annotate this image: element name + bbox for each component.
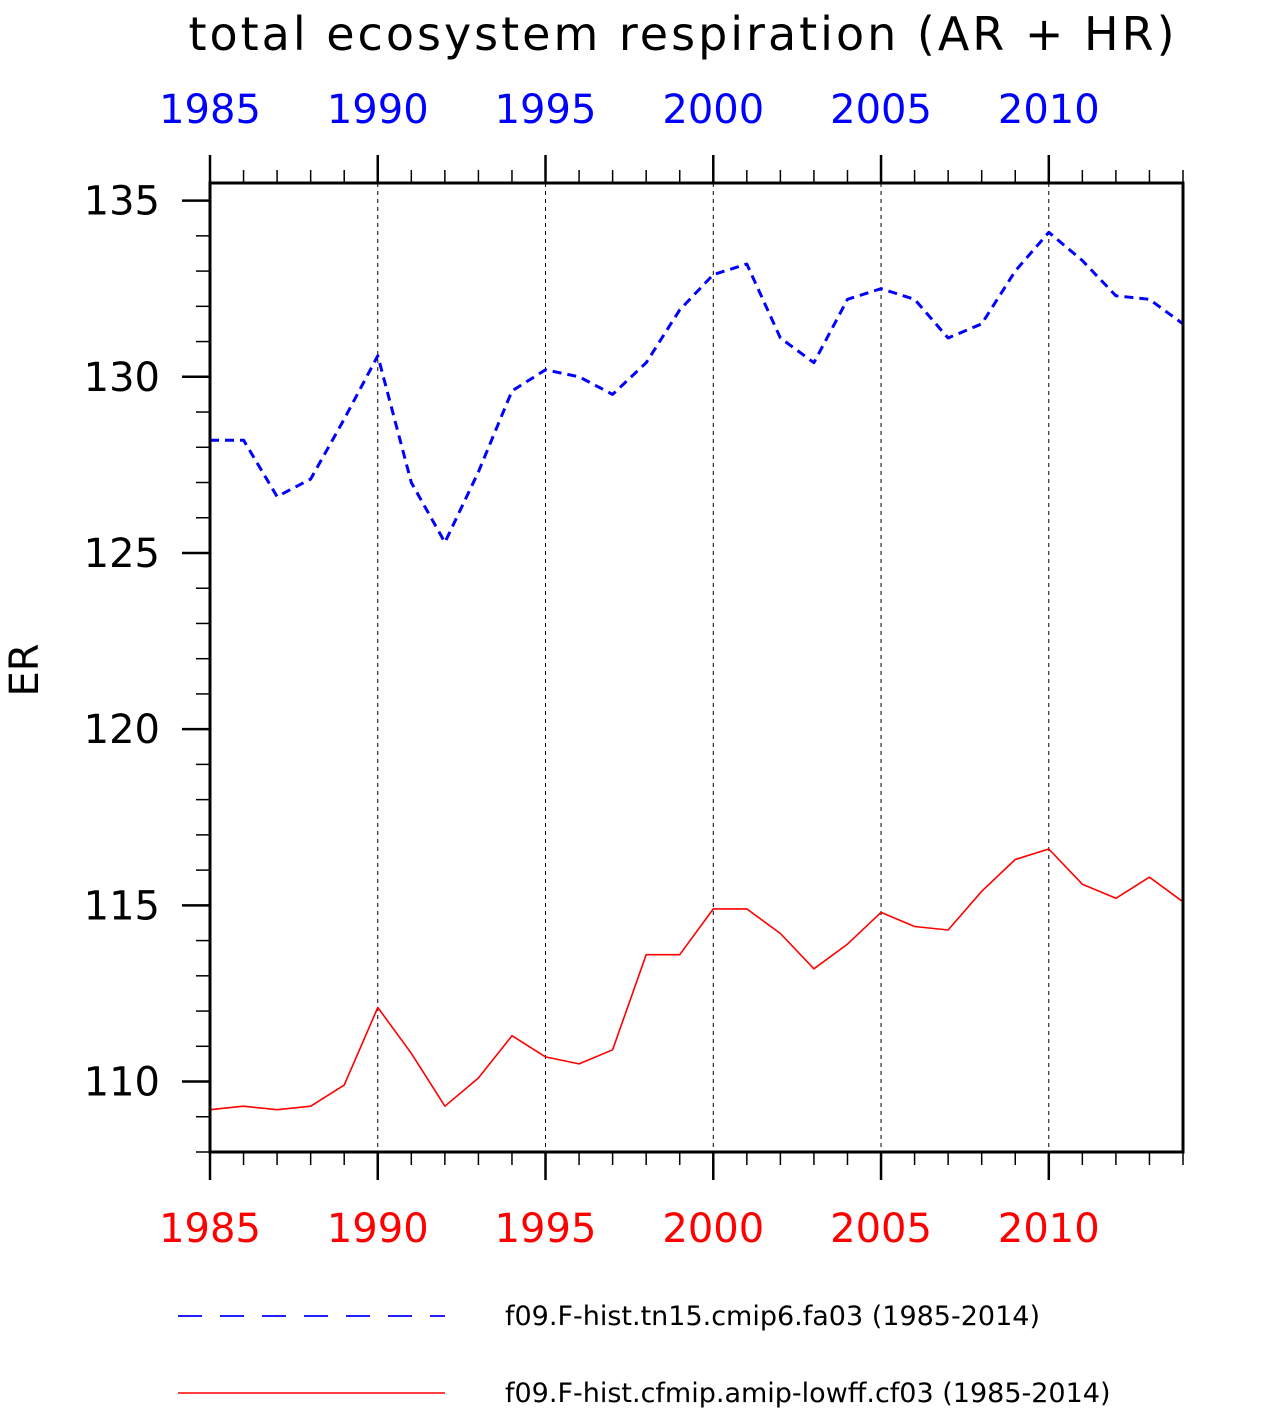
x-tick-label-top-1990: 1990	[327, 87, 429, 133]
series-1-point-2004	[847, 299, 848, 300]
series-2-point-1988	[310, 1106, 311, 1107]
series-2-point-2004	[847, 944, 848, 945]
series-1-point-1987	[277, 496, 278, 497]
series-1-point-2011	[1082, 260, 1083, 261]
y-tick-label-120: 120	[84, 707, 160, 753]
series-1-point-2002	[780, 337, 781, 338]
series-2-point-1994	[511, 1035, 512, 1036]
x-tick-label-bottom-1990: 1990	[327, 1206, 429, 1252]
series-1-point-2012	[1115, 295, 1116, 296]
series-1-point-2006	[914, 299, 915, 300]
legend-label-2: f09.F-hist.cfmip.amip-lowff.cf03 (1985-2…	[505, 1378, 1110, 1409]
y-tick-label-110: 110	[84, 1060, 160, 1106]
series-1-point-2007	[948, 337, 949, 338]
series-1-point-2000	[713, 274, 714, 275]
x-tick-label-top-2010: 2010	[998, 87, 1100, 133]
plot-frame	[208, 181, 1185, 1154]
series-line-2	[209, 848, 1184, 1111]
series-2-point-1997	[612, 1049, 613, 1050]
series-1-point-2010	[1048, 232, 1049, 233]
series-2-point-2001	[746, 908, 747, 909]
series-2-point-2005	[880, 912, 881, 913]
series-2-point-1999	[679, 954, 680, 955]
y-tick-label-125: 125	[84, 531, 160, 577]
series-1-point-1988	[310, 478, 311, 479]
x-tick-label-top-2005: 2005	[830, 87, 932, 133]
series-2-point-2010	[1048, 848, 1049, 849]
y-tick-label-135: 135	[84, 179, 160, 225]
series-1-point-1989	[344, 418, 345, 419]
series-2-point-1992	[444, 1106, 445, 1107]
series-2-point-1986	[243, 1106, 244, 1107]
series-2-point-2008	[981, 891, 982, 892]
series-2-point-1995	[545, 1056, 546, 1057]
series-2-point-1987	[277, 1109, 278, 1110]
x-tick-label-top-1985: 1985	[159, 87, 261, 133]
series-2-point-1998	[646, 954, 647, 955]
series-2-point-2011	[1082, 884, 1083, 885]
series-2-point-2000	[713, 908, 714, 909]
vertical-gridlines	[377, 183, 1050, 1152]
series-2-point-2009	[1015, 859, 1016, 860]
legend: f09.F-hist.tn15.cmip6.fa03 (1985-2014) f0…	[178, 1301, 1110, 1409]
series-2-point-2003	[813, 968, 814, 969]
series-1-point-2008	[981, 323, 982, 324]
y-tick-label-115: 115	[84, 883, 160, 929]
x-tick-label-bottom-2005: 2005	[830, 1206, 932, 1252]
x-tick-label-top-2000: 2000	[662, 87, 764, 133]
series-1-point-2003	[813, 362, 814, 363]
axes: 110 115 120 125 130 135 1985 1985 1990 1990 1995 19…	[84, 87, 1185, 1252]
series-1-point-1993	[478, 471, 479, 472]
series-2-point-2006	[914, 926, 915, 927]
series-2-point-2012	[1115, 898, 1116, 899]
chart-title: total ecosystem respiration (AR + HR)	[188, 7, 1177, 61]
series-2-point-2007	[948, 929, 949, 930]
legend-label-1: f09.F-hist.tn15.cmip6.fa03 (1985-2014)	[505, 1301, 1040, 1332]
x-tick-label-bottom-2000: 2000	[662, 1206, 764, 1252]
y-axis-label: ER	[2, 643, 48, 696]
series-1-point-1994	[511, 390, 512, 391]
x-tick-label-bottom-2010: 2010	[998, 1206, 1100, 1252]
series-1-point-2001	[746, 263, 747, 264]
series-1-point-1997	[612, 394, 613, 395]
series-1-point-1992	[444, 542, 445, 543]
series-1-point-1998	[646, 362, 647, 363]
y-tick-label-130: 130	[84, 355, 160, 401]
series-2-point-1991	[411, 1053, 412, 1054]
series-1-point-2013	[1149, 299, 1150, 300]
series-1-point-1986	[243, 440, 244, 441]
series-2-point-1996	[578, 1063, 579, 1064]
series-1-point-1990	[377, 355, 378, 356]
series-1-point-2009	[1015, 270, 1016, 271]
series-1-point-2005	[880, 288, 881, 289]
series-2-point-2013	[1149, 877, 1150, 878]
x-tick-label-bottom-1985: 1985	[159, 1206, 261, 1252]
series-2-point-1993	[478, 1077, 479, 1078]
series-2-point-1990	[377, 1007, 378, 1008]
series-1-point-1995	[545, 369, 546, 370]
series-line-1	[210, 230, 1184, 544]
series-layer	[209, 230, 1184, 1111]
series-2-point-1989	[344, 1084, 345, 1085]
series-1-point-1996	[578, 376, 579, 377]
series-2-point-2002	[780, 933, 781, 934]
series-1-point-1999	[679, 309, 680, 310]
x-tick-label-top-1995: 1995	[495, 87, 597, 133]
series-1-point-1991	[411, 482, 412, 483]
x-tick-label-bottom-1995: 1995	[495, 1206, 597, 1252]
